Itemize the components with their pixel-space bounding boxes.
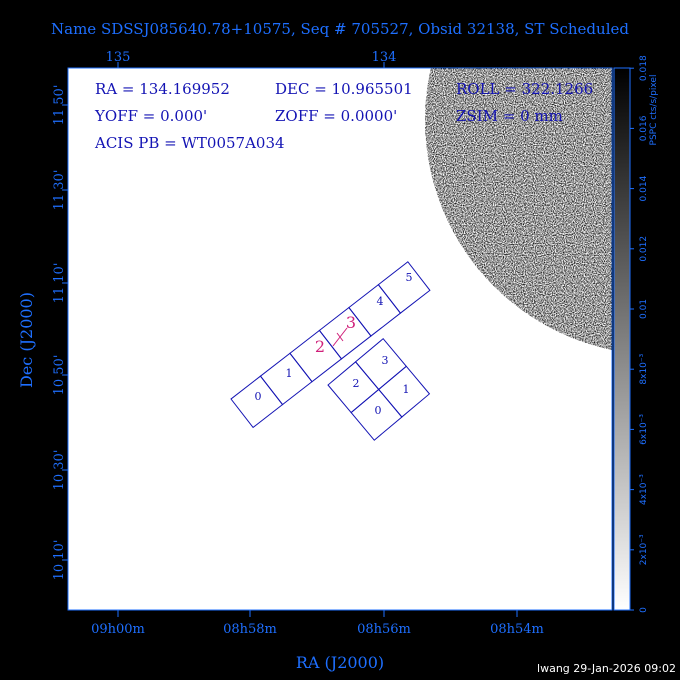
chip-label: 0 <box>375 404 382 417</box>
info-text: YOFF = 0.000' <box>94 107 207 125</box>
title: Name SDSSJ085640.78+10575, Seq # 705527,… <box>51 20 629 38</box>
chip <box>377 261 431 314</box>
colorbar-label: 4x10⁻³ <box>639 474 649 505</box>
footer: lwang 29-Jan-2026 09:02 <box>537 662 676 675</box>
chip-label: 1 <box>403 383 410 396</box>
info-text: ROLL = 322.1266 <box>456 80 593 98</box>
colorbar-label: 0.016 <box>639 115 649 141</box>
colorbar-label: 6x10⁻³ <box>639 414 649 445</box>
colorbar-label: 0 <box>639 607 649 613</box>
x-axis-title: RA (J2000) <box>296 653 384 672</box>
chip-label: 0 <box>255 390 262 403</box>
colorbar <box>613 67 631 611</box>
acis-s-array <box>230 261 431 429</box>
y-tick-label: 10 30' <box>52 450 67 491</box>
chip-label: 2 <box>353 377 360 390</box>
colorbar-label: 0.014 <box>639 175 649 201</box>
colorbar-label: 2x10⁻³ <box>639 534 649 565</box>
y-tick-label: 10 10' <box>52 540 67 581</box>
y-tick-label: 11 30' <box>52 170 67 211</box>
y-tick-label: 11 50' <box>52 85 67 126</box>
colorbar-label: 8x10⁻³ <box>639 353 649 384</box>
top-tick-label: 135 <box>106 50 131 65</box>
info-text: DEC = 10.965501 <box>275 80 413 98</box>
info-text: ZSIM = 0 mm <box>456 107 563 125</box>
x-tick-label: 08h54m <box>490 622 544 637</box>
y-tick-label: 10 50' <box>52 355 67 396</box>
aimpoint <box>332 327 348 347</box>
chip-label: 1 <box>286 367 293 380</box>
info-text: RA = 134.169952 <box>95 80 230 98</box>
info-text: ZOFF = 0.0000' <box>275 107 397 125</box>
colorbar-title: PSPC cts/s/pixel <box>649 75 659 146</box>
chip-label: 2 <box>315 337 325 356</box>
x-tick-label: 08h56m <box>357 622 411 637</box>
colorbar-label: 0.018 <box>639 55 649 81</box>
chip-label: 3 <box>346 313 356 332</box>
top-tick-label: 134 <box>372 50 397 65</box>
colorbar-label: 0.01 <box>639 299 649 319</box>
x-tick-label: 08h58m <box>223 622 277 637</box>
chip-label: 5 <box>406 271 413 284</box>
y-axis-title: Dec (J2000) <box>17 292 36 388</box>
chip-label: 4 <box>377 295 384 308</box>
chip <box>378 365 431 418</box>
y-tick-label: 11 10' <box>52 263 67 304</box>
chip-label: 3 <box>382 354 389 367</box>
ticks <box>62 62 634 617</box>
info-text: ACIS PB = WT0057A034 <box>94 134 285 152</box>
colorbar-label: 0.012 <box>639 236 649 262</box>
x-tick-label: 09h00m <box>91 622 145 637</box>
acis-i-array <box>327 338 431 441</box>
